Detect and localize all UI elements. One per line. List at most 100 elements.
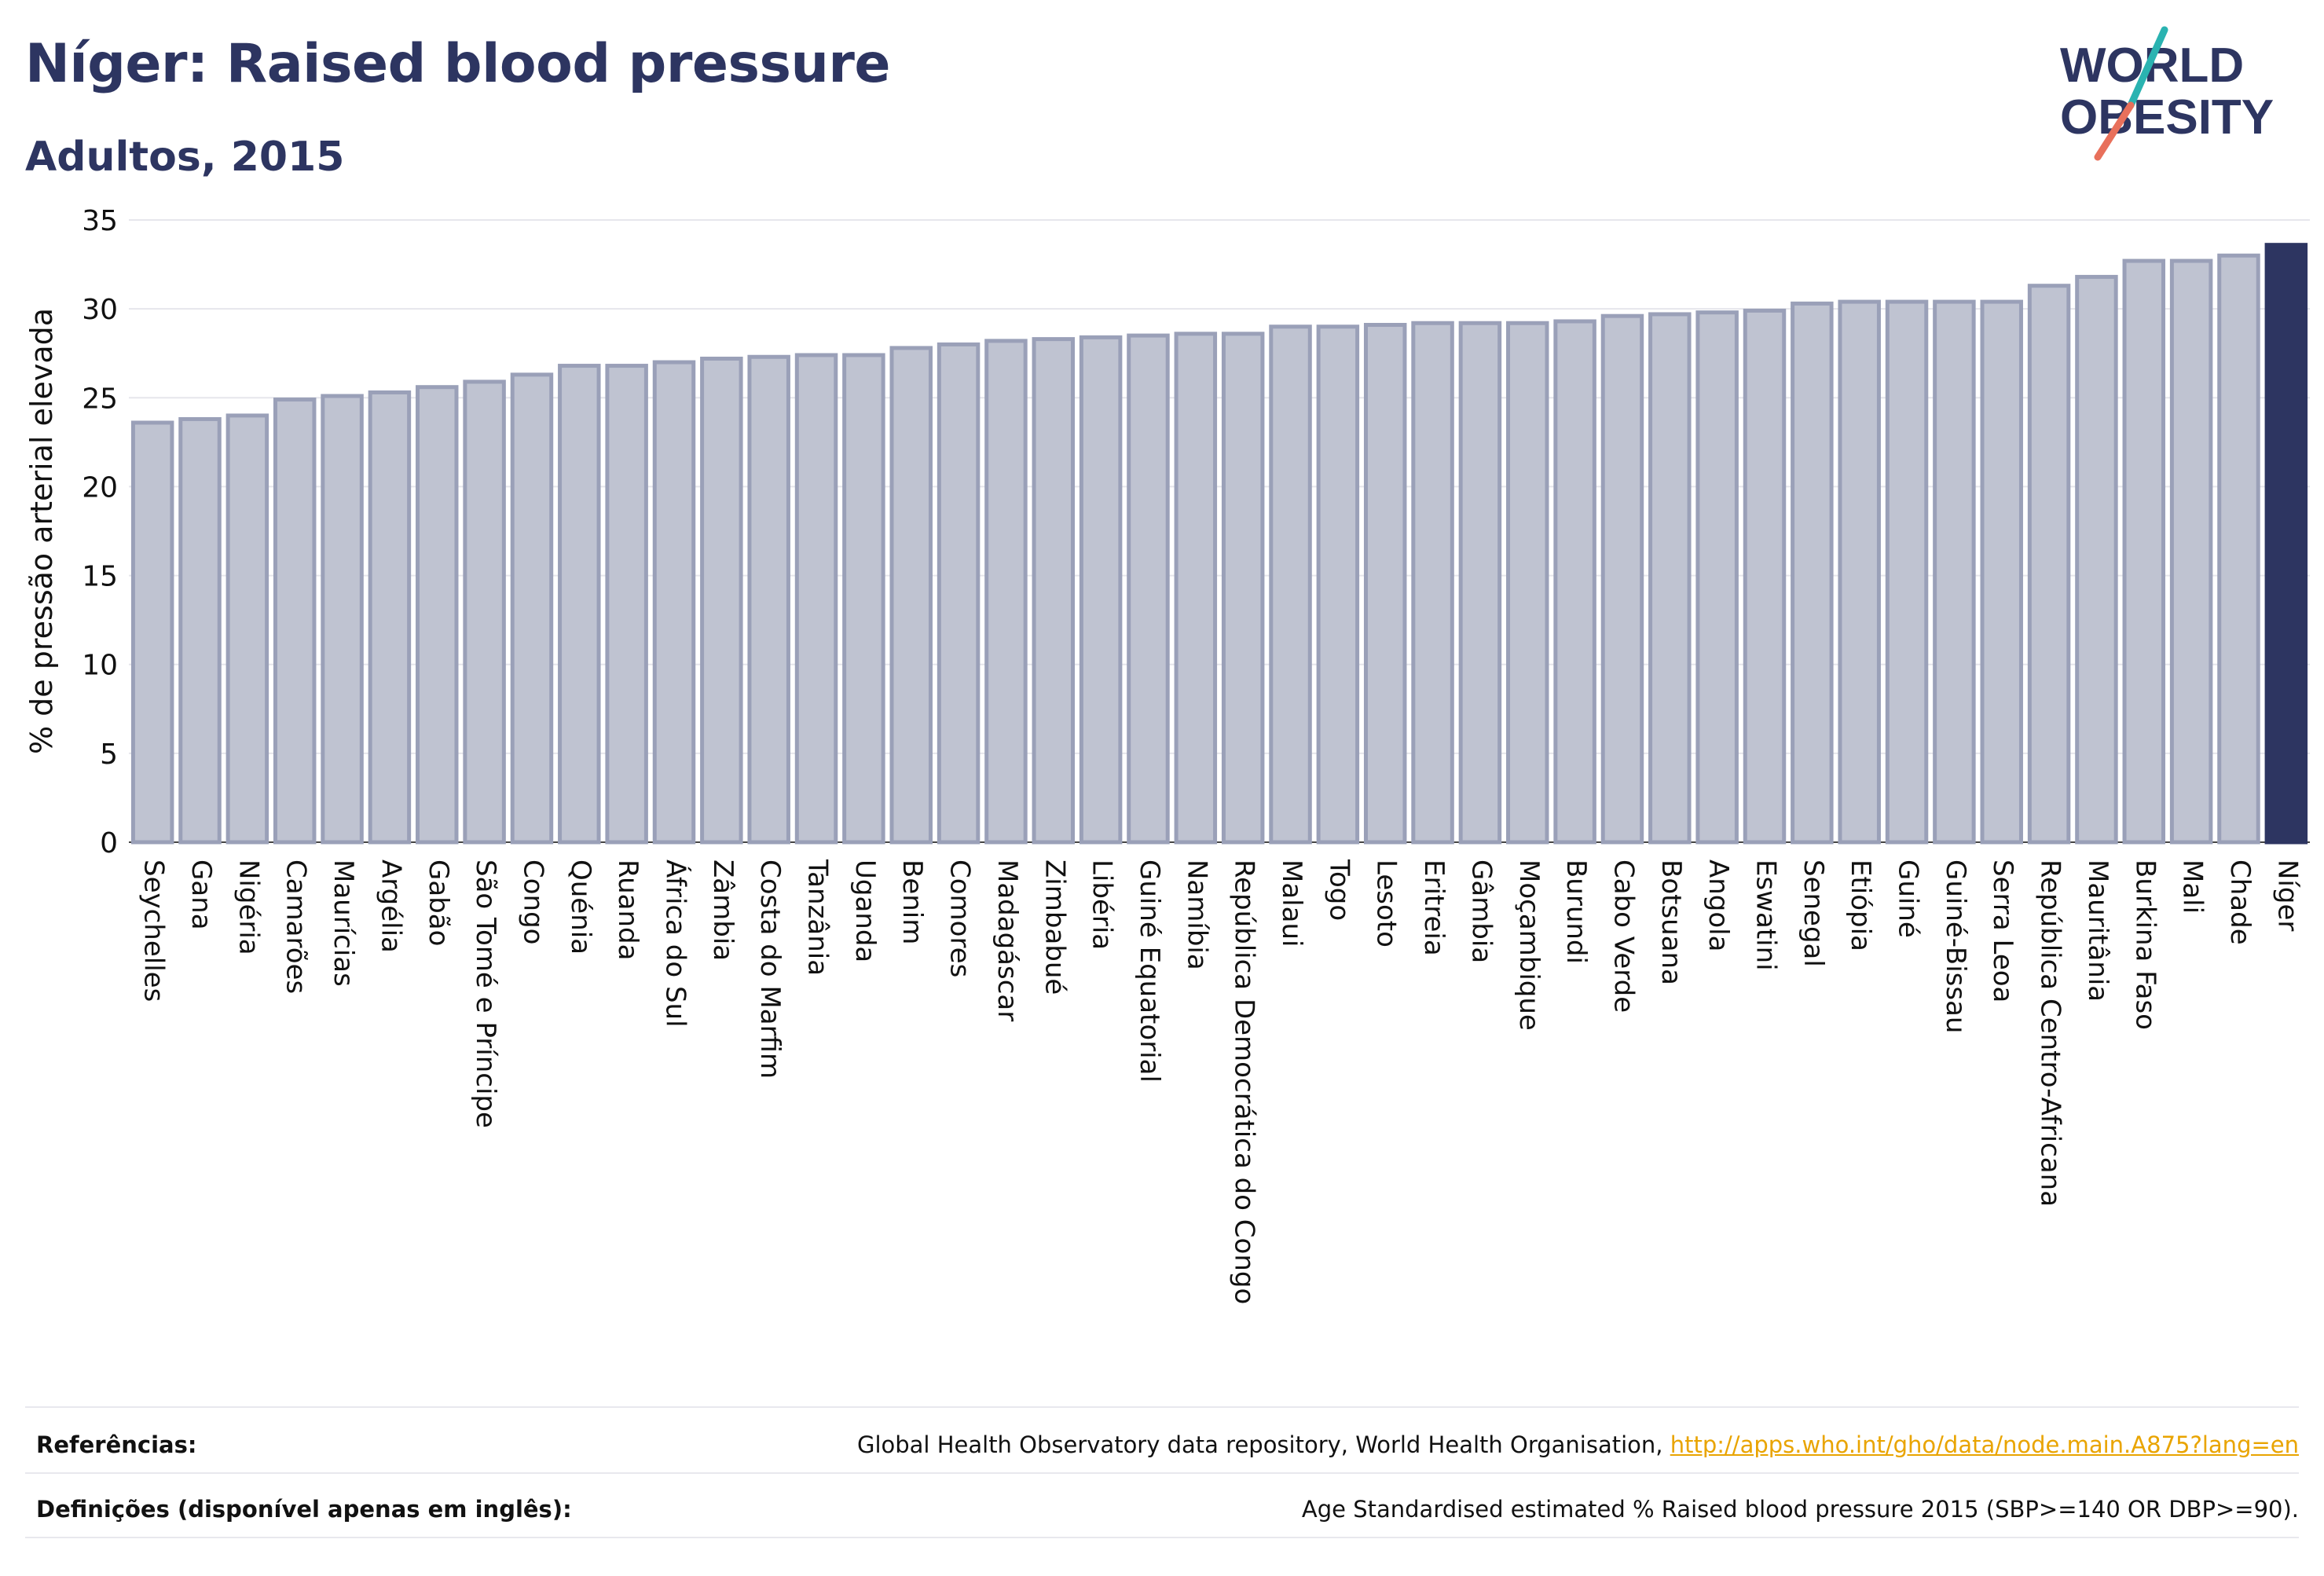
x-tick-label: África do Sul (660, 859, 692, 1028)
x-tick-label: Comores (944, 859, 976, 977)
bar-3 (273, 398, 317, 845)
y-tick-label: 10 (82, 650, 118, 682)
bar-13 (747, 354, 790, 845)
x-tick-label: Eritreia (1418, 859, 1450, 956)
x-tick-label: Uganda (849, 859, 881, 962)
bar-41 (2075, 274, 2118, 845)
bar-21 (1127, 333, 1170, 845)
bar-37 (1885, 299, 1929, 845)
bar-35 (1791, 301, 1834, 845)
x-tick-label: Etiópia (1845, 859, 1876, 951)
x-tick-label: Burkina Faso (2129, 859, 2161, 1030)
x-tick-label: Níger (2271, 859, 2303, 931)
bar-20 (1079, 335, 1123, 845)
x-tick-label: Benim (896, 859, 928, 944)
bar-29 (1506, 321, 1549, 845)
y-axis-label: % de pressão arterial elevada (24, 308, 59, 754)
x-tick-label: Mali (2177, 859, 2209, 914)
bar-4 (321, 394, 364, 845)
x-tick-label: Camarões (280, 859, 312, 994)
x-tick-label: Moçambique (1513, 859, 1545, 1031)
bar-19 (1032, 337, 1076, 845)
bar-26 (1363, 323, 1407, 845)
axis-layer: 0 5 10 15 20 25 30 35 Seychelles Gana Nigéria Camar… (82, 205, 2303, 1304)
x-tick-label: Guiné-Bissau (1940, 859, 1971, 1033)
bar-39 (1980, 299, 2023, 845)
y-tick-label: 5 (100, 739, 118, 771)
bar-31 (1600, 313, 1644, 845)
bar-11 (652, 360, 696, 845)
bar-33 (1695, 310, 1739, 845)
y-tick-label: 30 (82, 294, 118, 326)
bar-10 (605, 364, 648, 845)
x-tick-label: Maurícias (328, 859, 359, 987)
x-tick-label: Senegal (1798, 859, 1829, 967)
bar-5 (368, 390, 412, 845)
x-tick-label: Costa do Marfim (754, 859, 786, 1079)
bar-12 (700, 357, 743, 845)
bar-24 (1269, 324, 1312, 845)
x-tick-label: Madagáscar (992, 859, 1023, 1021)
bar-30 (1553, 319, 1596, 845)
x-tick-label: Tanzânia (802, 859, 834, 976)
x-tick-label: Gana (185, 859, 217, 930)
y-tick-label: 25 (82, 383, 118, 415)
bar-32 (1648, 312, 1692, 845)
logo-slash-teal (2127, 26, 2168, 109)
y-tick-label: 35 (82, 205, 118, 237)
x-tick-label: Burundi (1560, 859, 1592, 964)
x-tick-label: Serra Leoa (1987, 859, 2018, 1002)
bar-6 (416, 385, 459, 845)
x-tick-label: Seychelles (138, 859, 170, 1002)
x-tick-label: Quénia (565, 859, 596, 955)
bar-27 (1411, 321, 1454, 845)
x-tick-label: Congo (517, 859, 548, 944)
bar-layer (130, 243, 2308, 845)
bar-38 (1933, 299, 1976, 845)
x-tick-label: Guiné Equatorial (1134, 859, 1165, 1083)
x-tick-label: Malaui (1276, 859, 1307, 947)
definitions-label: Definições (disponível apenas em inglês)… (36, 1496, 572, 1523)
world-obesity-logo: WORLD OBESITY (2060, 26, 2274, 161)
bar-16 (889, 346, 933, 845)
x-tick-label: Zâmbia (707, 859, 739, 961)
x-tick-label: República Centro-Africana (2035, 859, 2066, 1207)
x-tick-label: Lesoto (1371, 859, 1402, 947)
x-tick-label: Namíbia (1181, 859, 1212, 970)
chart-title: Níger: Raised blood pressure (25, 33, 891, 95)
x-tick-label: Guiné (1893, 859, 1924, 938)
bar-43 (2169, 258, 2213, 845)
x-tick-label: Mauritânia (2082, 859, 2113, 1002)
footer-rule-middle (25, 1472, 2299, 1474)
bar-45 (2264, 243, 2308, 845)
x-tick-label: São Tomé e Príncipe (470, 859, 501, 1128)
bar-15 (842, 353, 885, 845)
x-tick-label: Zimbabué (1039, 859, 1070, 995)
bar-chart: 0 5 10 15 20 25 30 35 Seychelles Gana Nigéria Camar… (24, 205, 2310, 1304)
bar-17 (937, 342, 981, 845)
footer-rule-top (25, 1406, 2299, 1408)
x-tick-label: Argélia (375, 859, 406, 953)
x-tick-label: Gâmbia (1465, 859, 1497, 963)
references-label: Referências: (36, 1431, 197, 1458)
logo-slash-coral (2094, 101, 2135, 161)
logo-line-2: OBESITY (2060, 90, 2274, 145)
references-link[interactable]: http://apps.who.int/gho/data/node.main.A… (1670, 1431, 2299, 1458)
references-value: Global Health Observatory data repositor… (857, 1431, 2299, 1458)
footer-rule-bottom (25, 1537, 2299, 1538)
bar-7 (463, 379, 506, 845)
bar-22 (1174, 332, 1218, 845)
x-tick-label: Angola (1703, 859, 1734, 951)
bar-28 (1458, 321, 1502, 845)
bar-44 (2217, 253, 2260, 845)
references-text: Global Health Observatory data repositor… (856, 1431, 1670, 1458)
chart-subtitle: Adultos, 2015 (25, 134, 345, 181)
x-tick-label: Togo (1323, 859, 1354, 921)
bar-18 (984, 339, 1028, 845)
x-tick-label: Chade (2224, 859, 2256, 945)
bar-23 (1221, 332, 1265, 845)
x-tick-label: Libéria (1087, 859, 1118, 950)
x-tick-label: Cabo Verde (1607, 859, 1639, 1013)
bar-25 (1316, 324, 1360, 845)
x-tick-label: Ruanda (612, 859, 643, 960)
